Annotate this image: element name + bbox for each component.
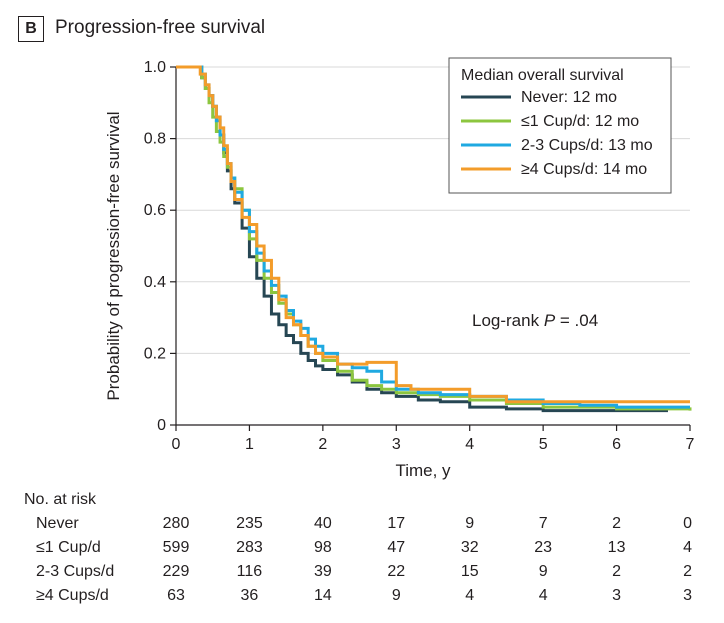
risk-value: 2 <box>612 515 621 532</box>
risk-value: 17 <box>387 515 405 532</box>
risk-value: 229 <box>163 563 190 580</box>
x-tick-label: 5 <box>539 436 548 453</box>
x-tick-label: 2 <box>318 436 327 453</box>
legend-entry: Never: 12 mo <box>521 89 617 106</box>
x-tick-label: 7 <box>686 436 695 453</box>
risk-table-title: No. at risk <box>24 491 97 508</box>
y-tick-label: 0.4 <box>144 274 166 291</box>
panel-label-badge: B <box>18 16 44 42</box>
risk-row-label: ≥4 Cups/d <box>36 587 109 604</box>
risk-row-label: ≤1 Cup/d <box>36 539 101 556</box>
y-tick-label: 0.6 <box>144 202 166 219</box>
legend-entry: ≥4 Cups/d: 14 mo <box>521 161 647 178</box>
risk-value: 0 <box>683 515 692 532</box>
legend-entry: ≤1 Cup/d: 12 mo <box>521 113 639 130</box>
legend-entry: 2-3 Cups/d: 13 mo <box>521 137 653 154</box>
risk-value: 3 <box>683 587 692 604</box>
y-tick-label: 0.2 <box>144 345 166 362</box>
risk-value: 15 <box>461 563 479 580</box>
x-tick-label: 3 <box>392 436 401 453</box>
risk-value: 47 <box>387 539 405 556</box>
risk-value: 3 <box>612 587 621 604</box>
risk-value: 32 <box>461 539 479 556</box>
risk-value: 116 <box>237 563 263 580</box>
y-tick-label: 1.0 <box>144 59 166 76</box>
risk-value: 13 <box>608 539 626 556</box>
risk-row-label: Never <box>36 515 79 532</box>
y-tick-label: 0.8 <box>144 131 166 148</box>
risk-value: 4 <box>465 587 474 604</box>
legend-title: Median overall survival <box>461 67 624 84</box>
x-tick-label: 6 <box>612 436 621 453</box>
y-axis-title: Probability of progression-free survival <box>104 111 123 400</box>
risk-value: 4 <box>539 587 548 604</box>
risk-value: 280 <box>163 515 190 532</box>
log-rank-annotation: Log-rank P = .04 <box>472 311 598 330</box>
x-tick-label: 0 <box>172 436 181 453</box>
risk-value: 36 <box>241 587 259 604</box>
risk-value: 39 <box>314 563 332 580</box>
risk-value: 2 <box>612 563 621 580</box>
risk-value: 9 <box>465 515 474 532</box>
series-line-≥4 Cups/d <box>176 65 690 404</box>
risk-value: 23 <box>534 539 552 556</box>
risk-value: 98 <box>314 539 332 556</box>
risk-value: 22 <box>387 563 405 580</box>
risk-value: 9 <box>539 563 548 580</box>
risk-value: 599 <box>163 539 190 556</box>
x-tick-label: 4 <box>465 436 474 453</box>
y-tick-label: 0 <box>157 417 166 434</box>
risk-value: 40 <box>314 515 332 532</box>
risk-value: 63 <box>167 587 185 604</box>
x-axis-title: Time, y <box>395 461 451 480</box>
risk-value: 235 <box>236 515 263 532</box>
risk-value: 283 <box>236 539 263 556</box>
panel-title: Progression-free survival <box>55 17 266 38</box>
risk-value: 7 <box>539 515 548 532</box>
risk-value: 4 <box>683 539 692 556</box>
risk-value: 2 <box>683 563 692 580</box>
risk-value: 9 <box>392 587 401 604</box>
x-tick-label: 1 <box>245 436 254 453</box>
risk-row-label: 2-3 Cups/d <box>36 563 114 580</box>
risk-value: 14 <box>314 587 332 604</box>
